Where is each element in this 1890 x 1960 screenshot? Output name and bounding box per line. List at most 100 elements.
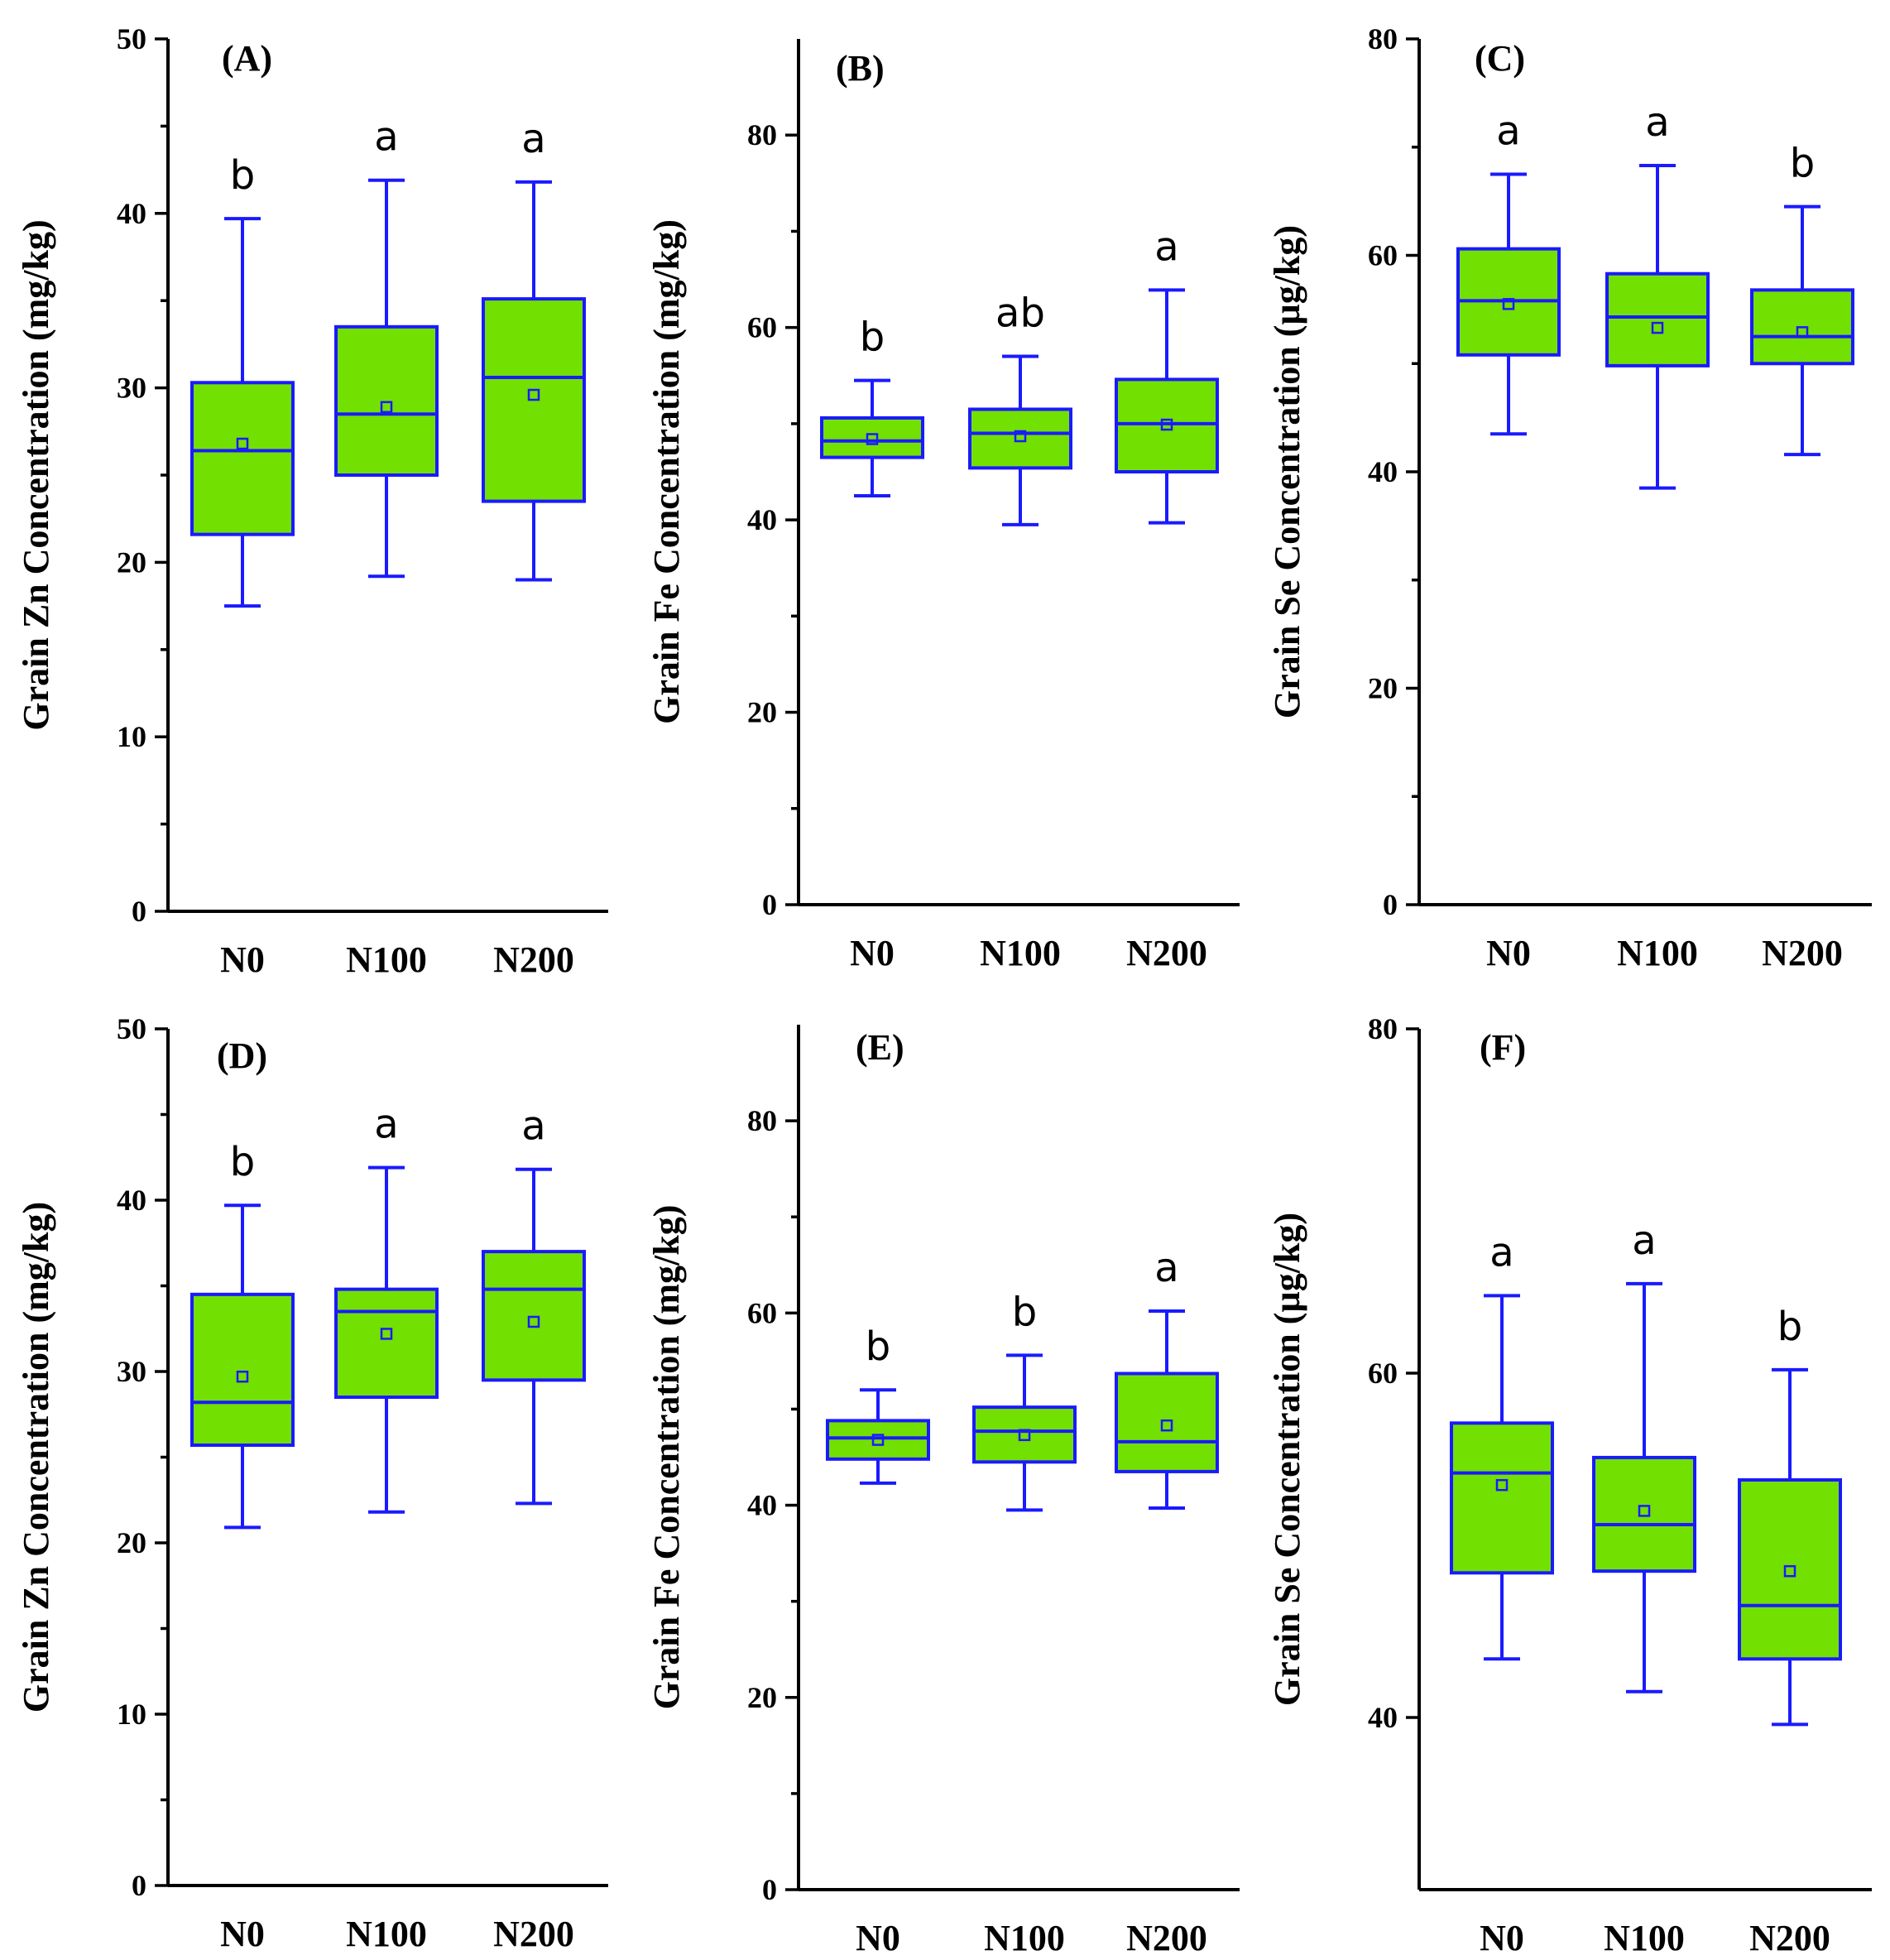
panel-label: (A) <box>222 38 272 79</box>
panel-d: 0 10 20 30 40 50 Grain Zn Concentration (mg/kg… <box>16 1012 608 1954</box>
x-category-label: N200 <box>1762 933 1843 973</box>
y-axis-title: Grain Se Concentration (µg/kg) <box>1267 1213 1307 1706</box>
x-category-label: N200 <box>1126 933 1207 973</box>
iqr-box <box>190 381 295 536</box>
y-tick-label: 20 <box>747 696 777 729</box>
mean-marker <box>1160 1419 1173 1432</box>
y-tick-label: 10 <box>117 720 146 753</box>
y-tick-label: 50 <box>117 22 146 55</box>
x-category-label: N100 <box>346 939 427 980</box>
box-n0: b N0 <box>820 315 924 973</box>
iqr-box <box>1605 271 1710 368</box>
x-category-label: N0 <box>1486 933 1531 973</box>
box-n100: a N100 <box>334 1102 439 1954</box>
iqr-box <box>1592 1455 1696 1573</box>
iqr-box <box>334 1287 439 1400</box>
significance-letter: a <box>521 1103 545 1150</box>
x-category-label: N100 <box>346 1914 427 1954</box>
y-axis-title: Grain Fe Concentration (mg/kg) <box>646 1205 687 1710</box>
x-category-label: N0 <box>856 1918 900 1958</box>
y-tick-label: 40 <box>1368 455 1398 488</box>
box-n0: a N0 <box>1456 108 1561 973</box>
y-tick-label: 40 <box>747 1489 777 1522</box>
x-category-label: N200 <box>1749 1918 1830 1958</box>
y-axis-title: Grain Se Concentration (µg/kg) <box>1267 225 1307 718</box>
y-tick-label: 0 <box>132 1869 146 1902</box>
significance-letter: b <box>1777 1304 1802 1350</box>
significance-letter: b <box>230 1139 255 1185</box>
y-tick-label: 40 <box>1368 1701 1398 1734</box>
box-n100: a N100 <box>1605 99 1710 973</box>
y-tick-label: 60 <box>747 311 777 344</box>
mean-marker <box>1160 418 1173 431</box>
iqr-box <box>972 1405 1077 1464</box>
x-category-label: N0 <box>220 1914 265 1954</box>
significance-letter: a <box>1496 108 1520 154</box>
box-n100: a N100 <box>1592 1218 1696 1958</box>
significance-letter: a <box>1154 1245 1178 1291</box>
iqr-box <box>190 1292 295 1448</box>
box-n100: a N100 <box>334 114 439 980</box>
panel-c: 0 20 40 60 80 Grain Se Concentration (µg/kg) (… <box>1267 22 1872 973</box>
panel-label: (D) <box>217 1035 267 1076</box>
significance-letter: a <box>521 116 545 162</box>
significance-letter: a <box>374 114 398 161</box>
y-tick-label: 0 <box>762 1873 777 1906</box>
panel-a: 0 10 20 30 40 50 Grain Zn Concentration (mg/kg… <box>16 22 608 980</box>
box-n100: ab N100 <box>968 291 1072 973</box>
box-n0: b N0 <box>190 1139 295 1954</box>
x-category-label: N200 <box>493 1914 574 1954</box>
y-tick-label: 80 <box>747 1104 777 1137</box>
y-tick-label: 20 <box>747 1681 777 1714</box>
y-tick-label: 40 <box>117 1184 146 1217</box>
x-category-label: N100 <box>980 933 1061 973</box>
mean-marker <box>527 1315 540 1328</box>
y-tick-label: 60 <box>1368 239 1398 272</box>
y-tick-label: 20 <box>117 545 146 579</box>
y-tick-label: 0 <box>762 888 777 921</box>
significance-letter: b <box>1790 141 1815 187</box>
mean-marker <box>1502 298 1515 310</box>
box-n200: a N200 <box>1115 223 1219 973</box>
box-n200: a N200 <box>482 1103 586 1954</box>
x-category-label: N0 <box>1480 1918 1524 1958</box>
significance-letter: b <box>230 152 255 199</box>
box-n0: a N0 <box>1450 1229 1554 1958</box>
mean-marker <box>1651 321 1664 334</box>
mean-marker <box>871 1434 885 1446</box>
y-axis-title: Grain Fe Concentration (mg/kg) <box>646 219 687 724</box>
x-category-label: N200 <box>493 939 574 980</box>
panel-label: (E) <box>856 1027 904 1068</box>
x-category-label: N0 <box>220 939 265 980</box>
iqr-box <box>334 324 439 477</box>
significance-letter: b <box>866 1323 890 1370</box>
x-category-label: N0 <box>850 933 895 973</box>
mean-marker <box>380 1328 393 1340</box>
iqr-box <box>968 407 1072 470</box>
box-n0: b N0 <box>826 1323 930 1958</box>
mean-marker <box>380 401 393 414</box>
y-tick-label: 60 <box>747 1296 777 1329</box>
significance-letter: ab <box>995 291 1045 337</box>
iqr-box <box>1115 377 1219 473</box>
iqr-box <box>1115 1372 1219 1473</box>
panel-b: 0 20 40 60 80 Grain Fe Concentration (mg/kg) (… <box>646 39 1240 973</box>
x-category-label: N100 <box>1604 1918 1685 1958</box>
y-tick-label: 40 <box>117 197 146 230</box>
significance-letter: a <box>1645 99 1669 146</box>
y-tick-label: 0 <box>1383 888 1398 921</box>
panel-label: (B) <box>836 48 885 89</box>
mean-marker <box>1783 1564 1796 1578</box>
mean-marker <box>1495 1478 1509 1492</box>
iqr-box <box>826 1419 930 1461</box>
y-tick-label: 30 <box>117 372 146 405</box>
mean-marker <box>1638 1505 1651 1517</box>
y-axis-title: Grain Zn Concentration (mg/kg) <box>16 1202 56 1713</box>
mean-marker <box>527 388 540 401</box>
box-n200: a N200 <box>1115 1245 1219 1958</box>
panel-label: (F) <box>1480 1027 1526 1068</box>
panel-f: 40 60 80 Grain Se Concentration (µg/kg) (F) a… <box>1267 1012 1872 1958</box>
y-tick-label: 80 <box>1368 1012 1398 1045</box>
mean-marker <box>866 433 879 445</box>
